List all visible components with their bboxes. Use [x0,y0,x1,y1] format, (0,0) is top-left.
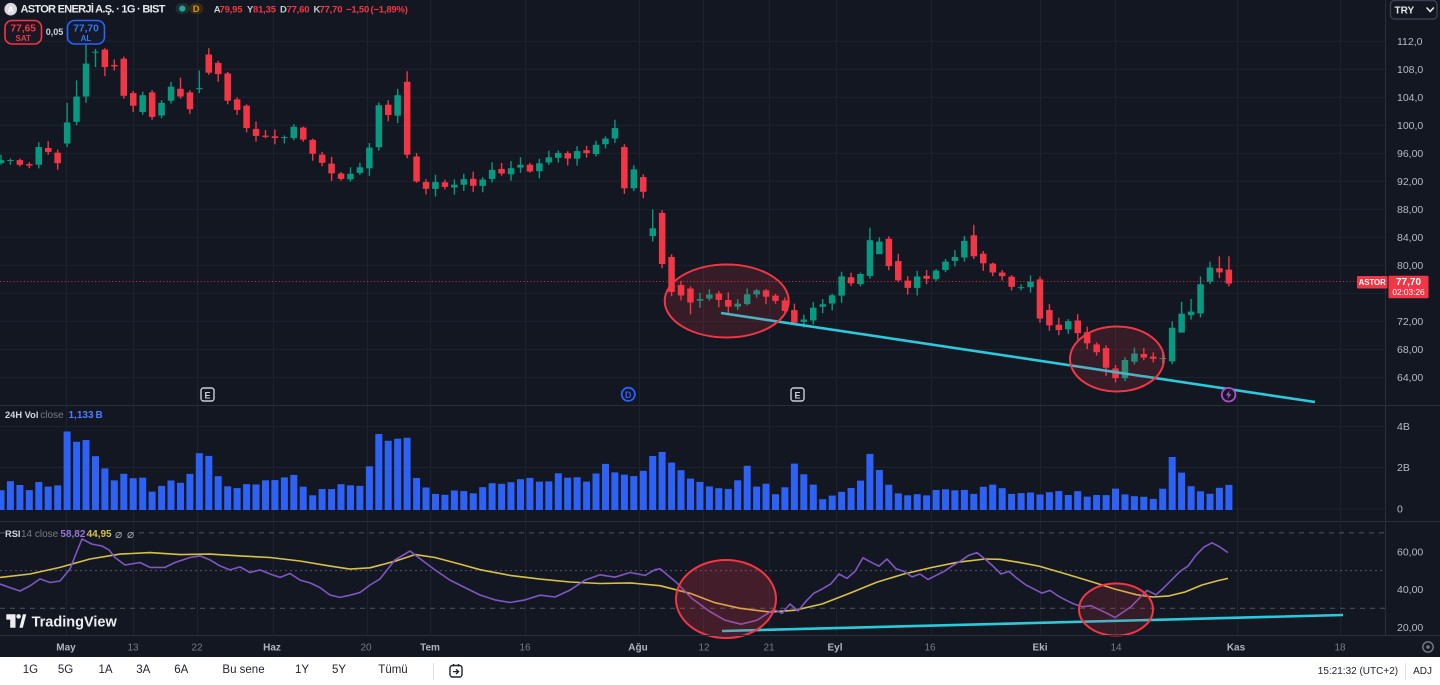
svg-text:TRY: TRY [1395,5,1415,16]
svg-text:20,00: 20,00 [1397,622,1423,634]
svg-text:40,00: 40,00 [1397,584,1423,596]
svg-text:13: 13 [127,643,139,654]
svg-text:Haz: Haz [263,643,281,654]
svg-text:ASTOR: ASTOR [1359,278,1387,287]
svg-text:close: close [40,410,64,421]
svg-text:02:03:26: 02:03:26 [1392,287,1425,297]
svg-text:72,00: 72,00 [1397,316,1423,328]
svg-text:16: 16 [924,643,936,654]
svg-text:(−1,89%): (−1,89%) [371,4,408,15]
svg-text:77,70: 77,70 [1396,277,1421,288]
svg-text:92,00: 92,00 [1397,176,1423,188]
svg-text:May: May [56,643,76,654]
svg-text:58,82: 58,82 [60,529,85,540]
svg-text:AL: AL [81,34,92,43]
svg-text:Eki: Eki [1032,643,1047,654]
svg-text:Kas: Kas [1227,643,1246,654]
svg-text:A: A [214,4,221,15]
svg-text:Eyl: Eyl [827,643,842,654]
svg-text:1,133 B: 1,133 B [69,410,103,421]
svg-text:Ağu: Ağu [628,643,647,654]
svg-text:14: 14 [1110,643,1122,654]
svg-text:22: 22 [191,643,203,654]
svg-text:E: E [204,391,210,401]
svg-text:TradingView: TradingView [32,615,118,631]
svg-text:4B: 4B [1397,421,1410,433]
svg-text:18: 18 [1334,643,1346,654]
svg-text:84,00: 84,00 [1397,232,1423,244]
svg-text:Tem: Tem [420,643,440,654]
svg-text:60,00: 60,00 [1397,546,1423,558]
svg-text:44,95: 44,95 [87,529,112,540]
svg-text:81,35: 81,35 [253,4,277,15]
svg-text:⌀: ⌀ [127,527,134,541]
svg-text:2B: 2B [1397,462,1410,474]
svg-text:108,0: 108,0 [1397,64,1423,76]
svg-text:0,05: 0,05 [46,27,64,37]
svg-text:77,70: 77,70 [320,4,343,15]
svg-text:79,95: 79,95 [220,4,244,15]
svg-text:D: D [625,390,632,400]
svg-text:68,00: 68,00 [1397,344,1423,356]
svg-text:E: E [794,391,800,401]
svg-text:24H Vol: 24H Vol [5,410,38,420]
svg-text:112,0: 112,0 [1397,36,1423,48]
svg-text:96,00: 96,00 [1397,148,1423,160]
svg-text:14 close: 14 close [21,529,59,540]
svg-text:21: 21 [763,643,775,654]
svg-text:RSI: RSI [5,529,21,539]
svg-text:−1,50: −1,50 [346,4,369,15]
svg-text:88,00: 88,00 [1397,204,1423,216]
svg-text:77,65: 77,65 [10,24,36,35]
svg-text:Y: Y [247,4,254,15]
svg-text:D: D [193,4,200,15]
svg-text:K: K [314,4,321,15]
svg-text:A: A [8,4,14,14]
svg-text:ASTOR ENERJİ A.Ş. · 1G · BIST: ASTOR ENERJİ A.Ş. · 1G · BIST [21,3,166,16]
svg-text:SAT: SAT [15,34,31,43]
svg-text:77,70: 77,70 [73,24,99,35]
svg-text:77,60: 77,60 [287,4,310,15]
svg-text:100,0: 100,0 [1397,120,1423,132]
svg-text:20: 20 [360,643,372,654]
svg-text:16: 16 [519,643,531,654]
svg-text:104,0: 104,0 [1397,92,1423,104]
svg-text:80,00: 80,00 [1397,260,1423,272]
svg-text:0: 0 [1397,504,1403,516]
svg-text:12: 12 [698,643,710,654]
svg-text:D: D [280,4,287,15]
svg-text:64,00: 64,00 [1397,372,1423,384]
svg-text:⌀: ⌀ [115,527,122,541]
